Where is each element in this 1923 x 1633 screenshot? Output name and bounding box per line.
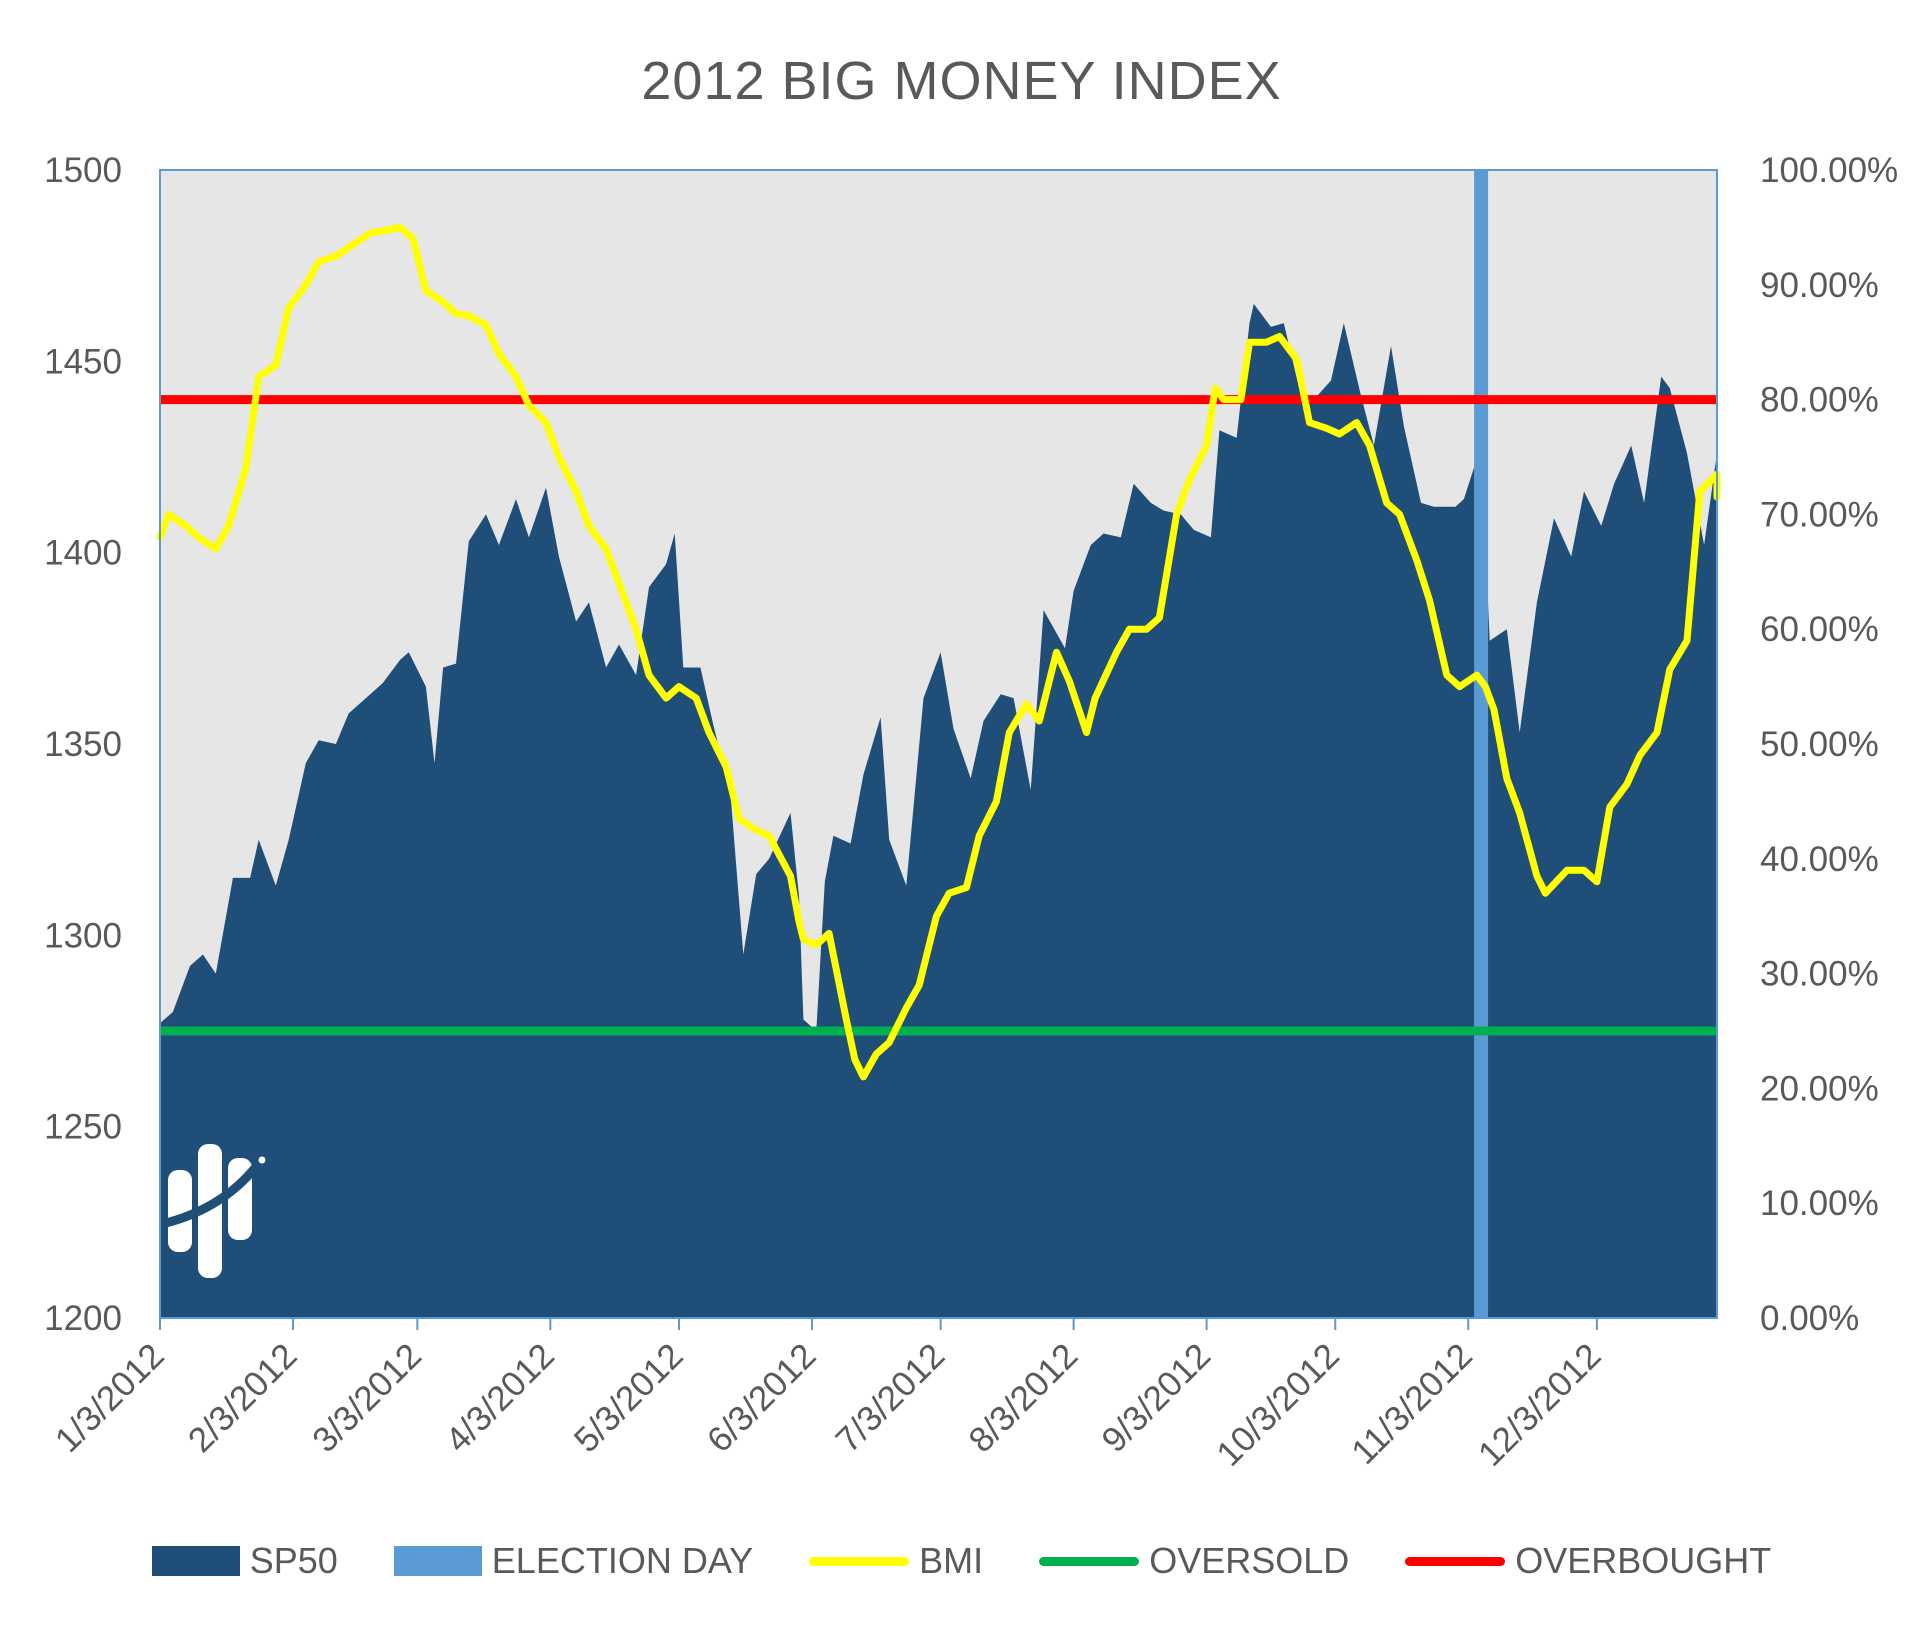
y-right-tick-label: 0.00% [1760, 1299, 1859, 1338]
series-sp50-area [160, 303, 1717, 1318]
y-left-tick-label: 1500 [44, 151, 122, 190]
legend-label: BMI [919, 1540, 984, 1581]
legend-swatch [1405, 1556, 1506, 1566]
x-tick-label: 2/3/2012 [181, 1336, 305, 1460]
legend: SP50 ELECTION DAY BMI OVERSOLD OVERBOUGHT [0, 1540, 1923, 1582]
x-tick-label: 8/3/2012 [961, 1336, 1085, 1460]
legend-swatch [151, 1546, 240, 1576]
y-right-tick-label: 10.00% [1760, 1184, 1879, 1223]
bar-chart-swoosh-logo-icon [160, 1144, 266, 1278]
plot-border [159, 169, 1718, 1319]
legend-label: SP50 [249, 1540, 338, 1581]
series-bmi-line [156, 223, 1721, 1081]
legend-label: OVERSOLD [1149, 1540, 1350, 1581]
y-left-tick-label: 1200 [44, 1299, 122, 1338]
legend-label: OVERBOUGHT [1515, 1540, 1772, 1581]
y-right-tick-label: 20.00% [1760, 1069, 1879, 1108]
legend-item-overbought: OVERBOUGHT [1405, 1540, 1771, 1582]
y-right-tick-label: 50.00% [1760, 725, 1879, 764]
y-left-tick-label: 1400 [44, 534, 122, 573]
x-tick-label: 11/3/2012 [1344, 1336, 1480, 1472]
y-right-tick-label: 40.00% [1760, 840, 1879, 879]
x-tick-label: 9/3/2012 [1094, 1336, 1218, 1460]
legend-swatch [1039, 1556, 1140, 1566]
y-right-tick-label: 70.00% [1760, 495, 1879, 534]
legend-swatch [809, 1556, 910, 1566]
y-right-tick-label: 30.00% [1760, 955, 1879, 994]
chart-title: 2012 BIG MONEY INDEX [641, 51, 1282, 111]
y-right-tick-label: 60.00% [1760, 610, 1879, 649]
y-right-tick-label: 90.00% [1760, 266, 1879, 305]
x-tick-label: 4/3/2012 [438, 1336, 562, 1460]
legend-item-bmi: BMI [809, 1540, 983, 1582]
x-tick-label: 10/3/2012 [1209, 1336, 1347, 1474]
legend-item-oversold: OVERSOLD [1039, 1540, 1349, 1582]
y-left-tick-label: 1350 [44, 725, 122, 764]
legend-label: ELECTION DAY [491, 1540, 754, 1581]
legend-item-sp50: SP50 [151, 1540, 338, 1582]
y-right-tick-label: 100.00% [1760, 151, 1898, 190]
legend-item-election-day: ELECTION DAY [393, 1540, 754, 1582]
x-tick-label: 12/3/2012 [1471, 1336, 1609, 1474]
plot-layer [156, 170, 1721, 1318]
x-tick-label: 6/3/2012 [700, 1336, 824, 1460]
x-tick-label: 1/3/2012 [48, 1336, 172, 1460]
y-left-tick-label: 1450 [44, 342, 122, 381]
x-tick-label: 3/3/2012 [305, 1336, 429, 1460]
x-tick-label: 5/3/2012 [567, 1336, 691, 1460]
legend-swatch [393, 1546, 482, 1576]
election-day-marker [1474, 170, 1489, 1318]
y-left-tick-label: 1300 [44, 916, 122, 955]
y-right-tick-label: 80.00% [1760, 381, 1879, 420]
x-tick-label: 7/3/2012 [828, 1336, 952, 1460]
y-left-tick-label: 1250 [44, 1108, 122, 1147]
